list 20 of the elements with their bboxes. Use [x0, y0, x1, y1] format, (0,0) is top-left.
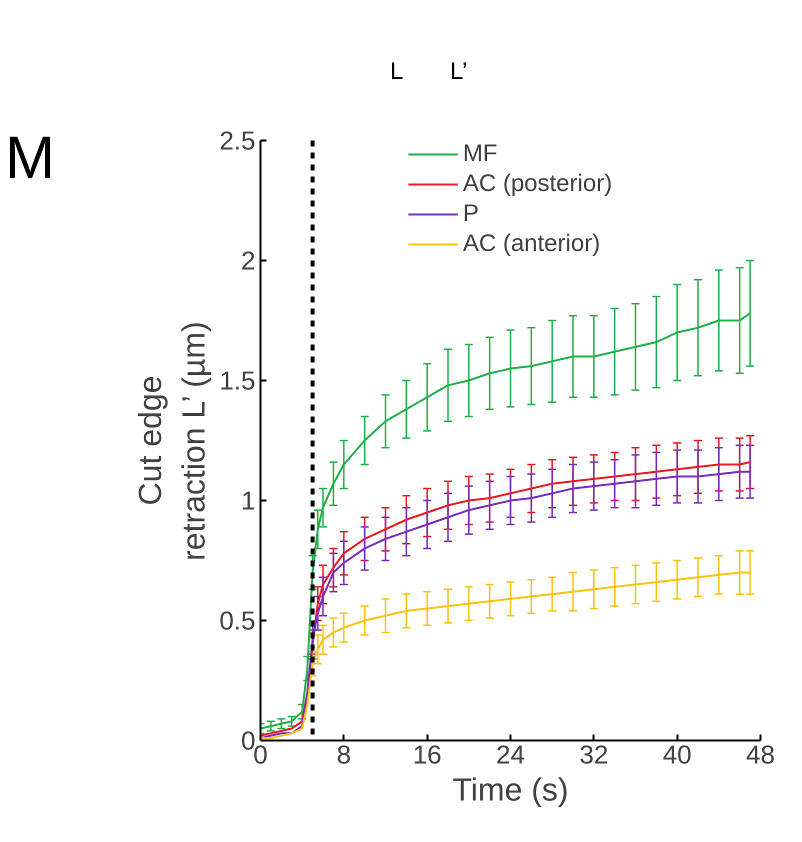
legend-label: P: [462, 200, 480, 228]
text: M: [5, 123, 55, 193]
x-tick-label: 48: [746, 740, 775, 770]
x-tick-label: 8: [336, 740, 352, 770]
x-tick-label: 16: [412, 740, 442, 770]
x-tick-label: 24: [496, 740, 525, 770]
x-axis-title: Time (s): [452, 772, 569, 808]
legend-label: AC (anterior): [462, 230, 600, 258]
x-tick-label: 40: [662, 740, 692, 770]
legend-label: AC (posterior): [462, 170, 612, 198]
y-tick-label: 1: [241, 486, 256, 516]
y-tick-label: 2.5: [219, 126, 256, 156]
text: L: [390, 57, 404, 87]
legend-label: MF: [462, 140, 498, 168]
y-tick-label: 2: [241, 246, 256, 276]
y-tick-label: 1.5: [219, 366, 256, 396]
y-tick-label: 0.5: [219, 606, 256, 636]
y-axis-title: Cut edge retraction L’ (µm): [132, 321, 212, 561]
text: L’: [450, 57, 468, 87]
x-tick-label: 32: [579, 740, 608, 770]
